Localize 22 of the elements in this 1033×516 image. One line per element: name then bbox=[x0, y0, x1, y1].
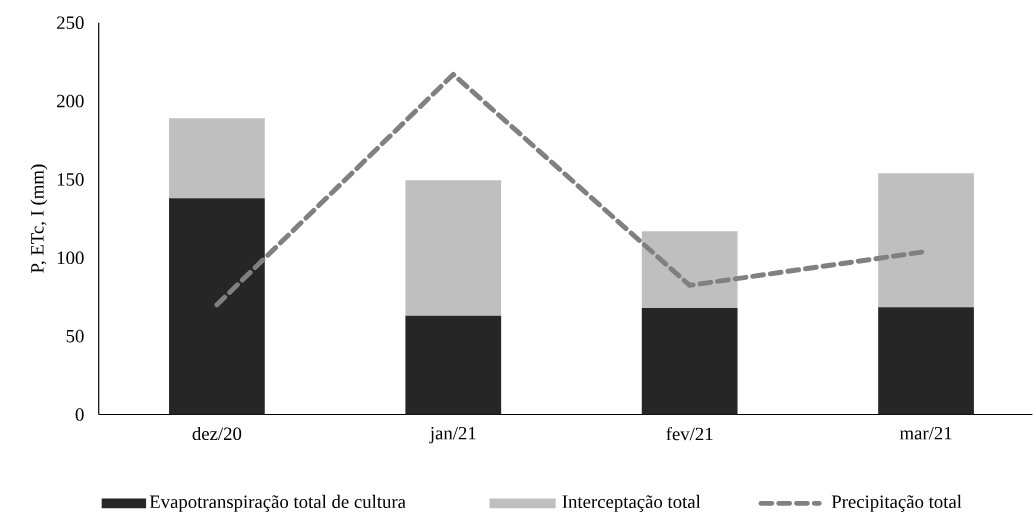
x-tick-label: jan/21 bbox=[429, 426, 476, 444]
bar bbox=[169, 198, 265, 415]
legend-label: Interceptação total bbox=[562, 494, 701, 512]
legend-label: Evapotranspiração total de cultura bbox=[149, 494, 406, 512]
bar bbox=[641, 307, 738, 415]
bar bbox=[405, 180, 502, 316]
x-tick-label: dez/20 bbox=[192, 426, 242, 440]
x-tick-label: fev/21 bbox=[666, 426, 713, 441]
y-axis-title: P, ETc, I (mm) bbox=[30, 164, 48, 273]
y-tick-label: 250 bbox=[57, 16, 84, 29]
bar bbox=[169, 118, 265, 199]
bar bbox=[641, 231, 738, 308]
y-tick-label: 50 bbox=[66, 329, 84, 343]
y-tick-label: 150 bbox=[57, 173, 84, 186]
y-tick-label: 200 bbox=[57, 94, 84, 108]
y-tick-label: 100 bbox=[57, 251, 84, 265]
x-tick-label: mar/21 bbox=[899, 426, 952, 440]
bar bbox=[878, 173, 974, 308]
bar bbox=[405, 315, 502, 415]
bar bbox=[878, 307, 974, 415]
legend-label: Precipitação total bbox=[831, 494, 962, 512]
y-tick-label: 0 bbox=[75, 408, 84, 421]
